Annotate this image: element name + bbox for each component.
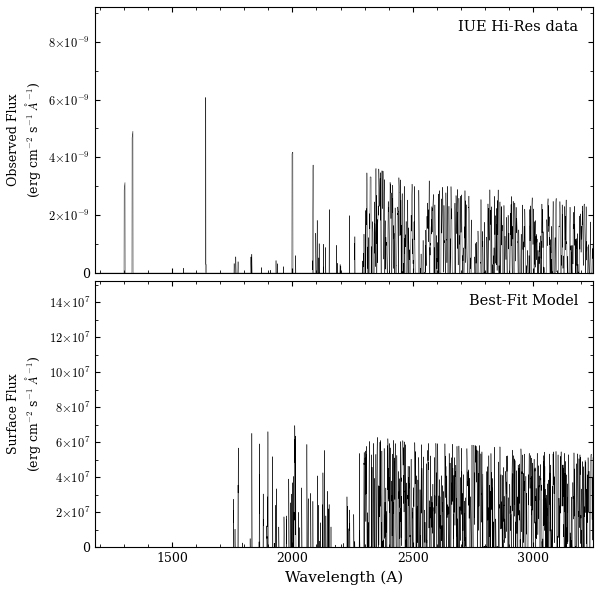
X-axis label: Wavelength (A): Wavelength (A) [285, 571, 403, 585]
Y-axis label: Surface Flux
(erg cm$^{-2}$ s$^{-1}$ $\AA^{-1}$): Surface Flux (erg cm$^{-2}$ s$^{-1}$ $\A… [7, 356, 43, 472]
Y-axis label: Observed Flux
(erg cm$^{-2}$ s$^{-1}$ $\AA^{-1}$): Observed Flux (erg cm$^{-2}$ s$^{-1}$ $\… [7, 82, 43, 198]
Text: IUE Hi-Res data: IUE Hi-Res data [458, 20, 578, 34]
Text: Best-Fit Model: Best-Fit Model [469, 294, 578, 308]
